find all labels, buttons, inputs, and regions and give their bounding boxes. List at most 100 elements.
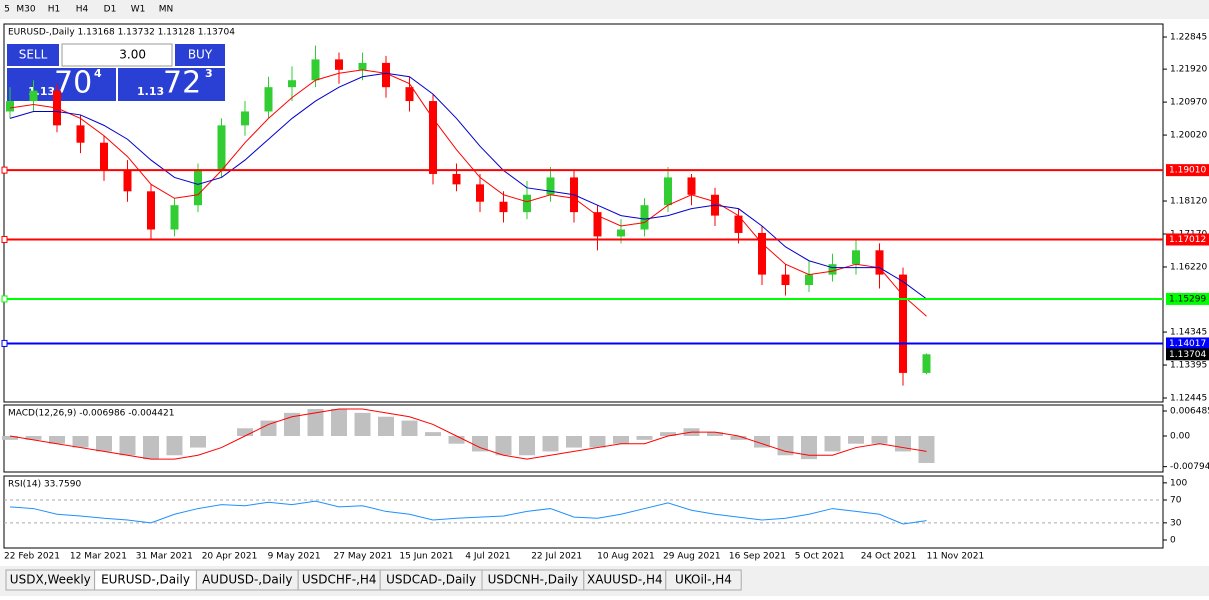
macd-bar xyxy=(589,435,606,448)
rsi-title: RSI(14) 33.7590 xyxy=(8,480,81,490)
macd-bar xyxy=(636,435,653,440)
lot-value: 3.00 xyxy=(119,48,146,62)
y-tick-label: 30 xyxy=(1170,518,1182,528)
x-tick-label: 31 Mar 2021 xyxy=(136,552,193,562)
y-tick-label: 70 xyxy=(1170,496,1182,506)
candle-body xyxy=(687,177,696,195)
macd-bar xyxy=(448,435,465,444)
tab-label[interactable]: USDCHF-,H4 xyxy=(302,573,377,587)
y-tick-label: 1.20020 xyxy=(1170,131,1207,141)
sell-price-fraction: 4 xyxy=(94,67,102,80)
level-label: 1.15299 xyxy=(1169,294,1206,304)
macd-signal xyxy=(9,408,927,460)
moving-average xyxy=(9,72,927,300)
candle-body xyxy=(546,177,555,195)
macd-bar xyxy=(2,435,18,440)
macd-title: MACD(12,26,9) -0.006986 -0.004421 xyxy=(8,409,174,419)
macd-bar xyxy=(730,435,747,440)
candle-body xyxy=(405,87,414,102)
x-tick-label: 4 Jul 2021 xyxy=(465,552,510,562)
macd-bar xyxy=(72,435,89,448)
x-tick-label: 20 Apr 2021 xyxy=(202,552,258,562)
level-tag xyxy=(1166,337,1209,350)
macd-bar xyxy=(895,435,911,452)
macd-bar xyxy=(96,435,112,452)
candle-body xyxy=(311,59,320,81)
sell-price-box[interactable] xyxy=(7,68,116,101)
macd-bar xyxy=(472,435,488,452)
macd-bar xyxy=(871,435,888,444)
macd-bar xyxy=(166,435,183,456)
candle-body xyxy=(6,101,14,112)
last-price-label: 1.13704 xyxy=(1169,350,1206,360)
buy-price-pips: 72 xyxy=(163,66,201,101)
tab-label[interactable]: UKOil-,H4 xyxy=(675,573,732,587)
sell-button[interactable] xyxy=(7,44,59,66)
x-tick-label: 15 Jun 2021 xyxy=(399,552,453,562)
candle-body xyxy=(899,274,907,373)
x-tick-label: 24 Oct 2021 xyxy=(861,552,917,562)
candle-body xyxy=(828,264,837,275)
tab-label[interactable]: AUDUSD-,Daily xyxy=(202,573,292,587)
rsi-line xyxy=(9,500,927,525)
tab-label[interactable]: XAUUSD-,H4 xyxy=(587,573,663,587)
tab-label[interactable]: USDX,Weekly xyxy=(10,573,91,587)
candle-body xyxy=(123,170,132,192)
macd-bar xyxy=(707,432,723,436)
chart-title: EURUSD-,Daily 1.13168 1.13732 1.13128 1.… xyxy=(8,28,235,38)
x-tick-label: 5 Oct 2021 xyxy=(795,552,845,562)
macd-bar xyxy=(848,435,864,444)
timeframe-button[interactable]: D1 xyxy=(104,5,117,15)
y-tick-label: 1.13395 xyxy=(1170,361,1207,371)
x-tick-label: 9 May 2021 xyxy=(268,552,321,562)
x-tick-label: 22 Feb 2021 xyxy=(4,552,60,562)
macd-bar xyxy=(660,432,676,436)
timeframe-button[interactable]: MN xyxy=(159,5,174,15)
level-label: 1.17012 xyxy=(1169,235,1206,245)
level-tag xyxy=(1166,233,1209,246)
timeframe-button[interactable]: 5 xyxy=(4,5,10,15)
sell-label: SELL xyxy=(19,48,48,62)
moving-average xyxy=(9,69,927,317)
timeframe-button[interactable]: W1 xyxy=(131,5,146,15)
tab-label[interactable]: EURUSD-,Daily xyxy=(101,573,190,587)
candle-body xyxy=(429,101,437,174)
macd-bar xyxy=(754,435,770,448)
y-tick-label: 0.006485 xyxy=(1170,406,1209,416)
macd-bar xyxy=(824,435,841,452)
trade-panel: SELL 3.00 BUY 1.13 70 4 1.13 72 3 xyxy=(7,43,225,101)
y-tick-label: 1.14345 xyxy=(1170,328,1207,338)
macd-bar xyxy=(49,435,65,444)
tab[interactable] xyxy=(665,569,742,591)
candle-body xyxy=(382,62,390,88)
level-tag xyxy=(1166,164,1209,177)
lot-input[interactable] xyxy=(61,43,173,67)
y-tick-label: 1.20970 xyxy=(1170,98,1207,108)
level-handle xyxy=(1,235,8,243)
candle-body xyxy=(147,191,155,230)
buy-label: BUY xyxy=(188,48,213,62)
timeframe-button[interactable]: H4 xyxy=(76,5,89,15)
level-label: 1.19010 xyxy=(1169,166,1206,176)
y-tick-label: -0.007947 xyxy=(1170,462,1209,472)
candle-body xyxy=(523,194,531,213)
buy-button[interactable] xyxy=(175,44,225,66)
y-tick-label: 1.21920 xyxy=(1170,65,1207,75)
level-handle xyxy=(1,339,8,347)
level-handle xyxy=(1,166,8,174)
tab-label[interactable]: USDCNH-,Daily xyxy=(488,573,579,587)
macd-bar xyxy=(801,435,817,460)
buy-price-box[interactable] xyxy=(118,68,225,101)
y-tick-label: 100 xyxy=(1170,478,1187,488)
tab-label[interactable]: USDCAD-,Daily xyxy=(386,573,476,587)
rsi-frame xyxy=(3,475,1164,549)
candle-body xyxy=(100,142,108,171)
candle-body xyxy=(170,205,179,230)
timeframe-button[interactable]: H1 xyxy=(48,5,61,15)
candle-body xyxy=(335,59,343,70)
candle-body xyxy=(29,90,38,102)
macd-bar xyxy=(542,435,559,452)
timeframe-button[interactable]: M30 xyxy=(16,5,35,15)
y-tick-label: 1.22845 xyxy=(1170,33,1207,43)
